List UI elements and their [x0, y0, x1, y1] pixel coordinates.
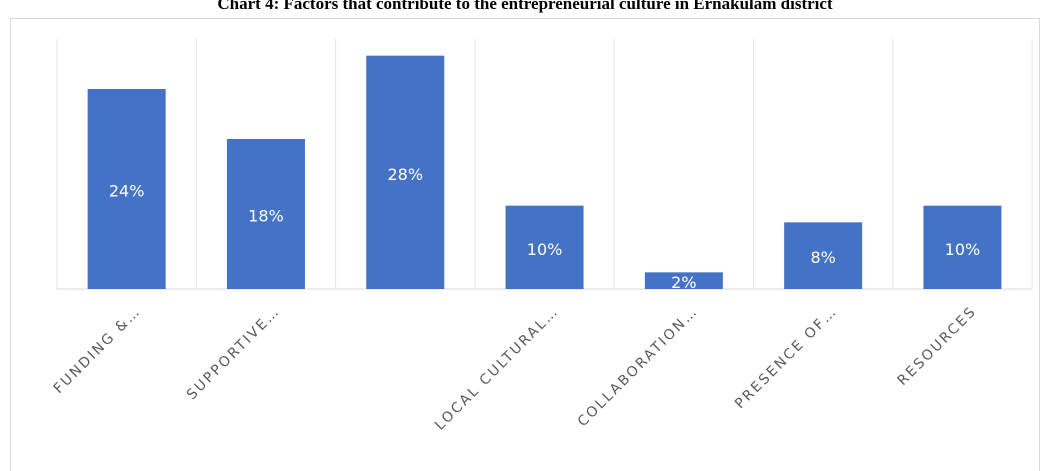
value-label: 18% — [248, 207, 284, 226]
bar — [923, 205, 1002, 289]
value-label: 28% — [387, 165, 423, 184]
bar — [226, 139, 305, 289]
bar — [505, 205, 584, 289]
bar — [784, 222, 863, 289]
x-tick-label: RESOURCES — [894, 303, 980, 389]
value-label: 8% — [810, 248, 835, 267]
x-tick-label: PRESENCE OF… — [732, 303, 841, 412]
value-label: 24% — [109, 182, 145, 201]
x-tick-label: COLLABORATION… — [575, 303, 702, 430]
bar — [87, 89, 166, 289]
bar — [644, 272, 723, 289]
value-label: 10% — [527, 240, 563, 259]
value-label: 2% — [671, 273, 696, 292]
x-tick-label: FUNDING &… — [51, 303, 145, 397]
chart-border — [10, 18, 1040, 471]
value-label: 10% — [945, 240, 981, 259]
x-tick-label: LOCAL CULTURAL… — [432, 303, 562, 433]
chart-title: Chart 4: Factors that contribute to the … — [217, 0, 833, 13]
bar — [366, 55, 445, 289]
x-tick-label: SUPPORTIVE… — [184, 303, 284, 403]
